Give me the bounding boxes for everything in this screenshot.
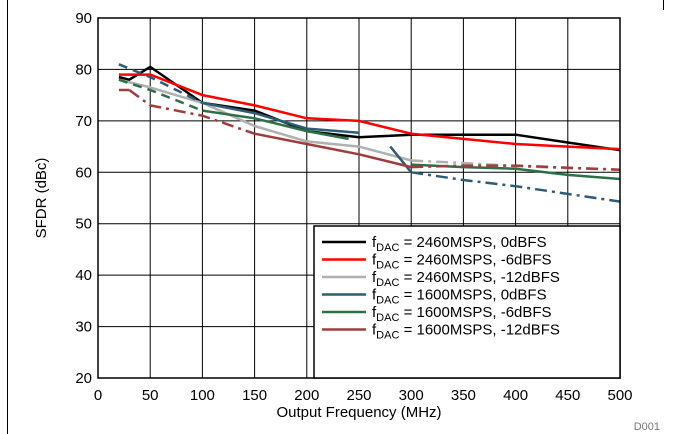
y-tick-label: 30 bbox=[75, 319, 92, 336]
x-tick-label: 400 bbox=[503, 387, 528, 404]
figure-frame-left bbox=[7, 0, 8, 434]
x-tick-label: 450 bbox=[555, 387, 580, 404]
series-line bbox=[411, 164, 621, 171]
x-tick-label: 150 bbox=[242, 387, 267, 404]
series-line bbox=[118, 65, 621, 152]
series-5 bbox=[118, 78, 621, 181]
x-tick-label: 200 bbox=[294, 387, 319, 404]
legend-label: fDAC = 1600MSPS, -6dBFS bbox=[372, 304, 552, 324]
series-line bbox=[128, 88, 256, 135]
series-line bbox=[118, 73, 621, 151]
series-line bbox=[118, 78, 412, 162]
series-1 bbox=[118, 65, 621, 152]
series-6 bbox=[118, 88, 621, 171]
figure-id: D001 bbox=[634, 421, 660, 433]
series-layer bbox=[118, 63, 621, 203]
x-tick-label: 350 bbox=[451, 387, 476, 404]
x-tick-label: 500 bbox=[607, 387, 632, 404]
series-line bbox=[389, 145, 413, 174]
legend-box bbox=[313, 225, 621, 379]
y-tick-label: 50 bbox=[75, 216, 92, 233]
series-line bbox=[202, 101, 360, 134]
x-tick-label: 300 bbox=[399, 387, 424, 404]
series-2 bbox=[118, 73, 621, 151]
y-axis-title: SFDR (dBc) bbox=[33, 158, 50, 239]
y-tick-label: 70 bbox=[75, 113, 92, 130]
y-tick-labels: 20 30 40 50 60 70 80 90 bbox=[75, 10, 92, 387]
series-4 bbox=[118, 63, 621, 203]
series-line bbox=[202, 109, 349, 141]
legend-label: fDAC = 1600MSPS, 0dBFS bbox=[372, 287, 547, 307]
y-tick-label: 60 bbox=[75, 164, 92, 181]
series-line bbox=[118, 78, 203, 112]
x-tick-labels: 0 50 100 150 200 250 300 350 400 450 500 bbox=[94, 387, 633, 404]
y-tick-label: 20 bbox=[75, 370, 92, 387]
figure-frame-right bbox=[663, 0, 664, 10]
x-tick-label: 250 bbox=[346, 387, 371, 404]
legend-label: fDAC = 2460MSPS, -6dBFS bbox=[372, 252, 552, 272]
legend-label: fDAC = 2460MSPS, -12dBFS bbox=[372, 269, 560, 289]
legend-label: fDAC = 2460MSPS, 0dBFS bbox=[372, 234, 547, 254]
series-line bbox=[411, 171, 621, 203]
x-tick-label: 50 bbox=[142, 387, 159, 404]
x-axis-title: Output Frequency (MHz) bbox=[276, 404, 441, 421]
series-line bbox=[118, 63, 203, 105]
y-tick-label: 80 bbox=[75, 61, 92, 78]
series-line bbox=[254, 132, 412, 169]
y-tick-label: 40 bbox=[75, 267, 92, 284]
y-tick-label: 90 bbox=[75, 10, 92, 27]
x-tick-label: 100 bbox=[190, 387, 215, 404]
legend-label: fDAC = 1600MSPS, -12dBFS bbox=[372, 322, 560, 342]
x-tick-label: 0 bbox=[94, 387, 102, 404]
